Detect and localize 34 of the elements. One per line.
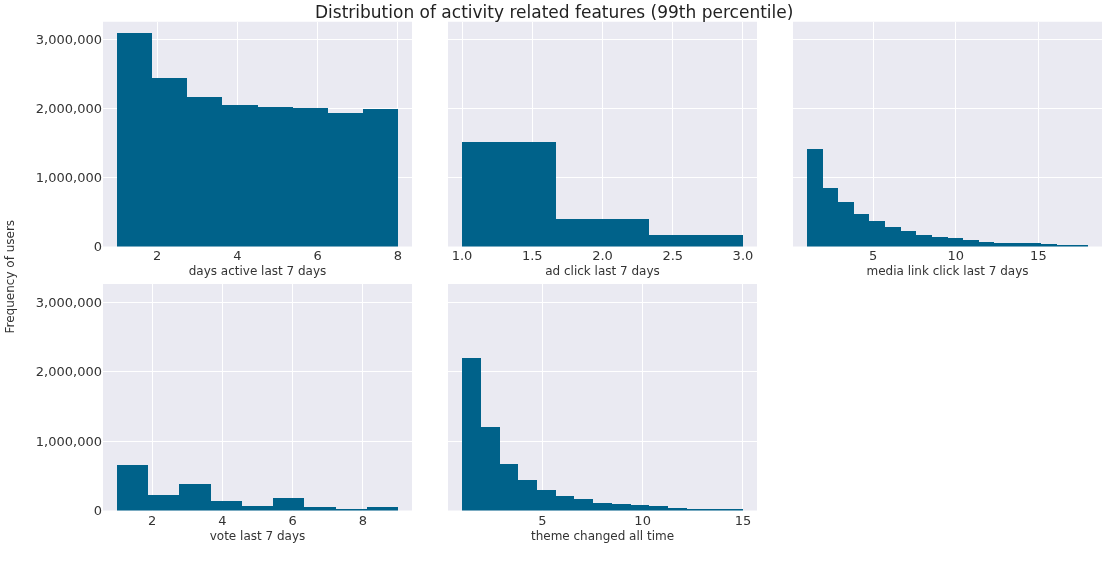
x-tick-label: 8 — [393, 248, 403, 264]
x-tick-label: 10 — [947, 248, 965, 264]
y-axis-title: Frequency of users — [2, 219, 17, 334]
y-tick-label: 2,000,000 — [35, 364, 102, 380]
y-tick-label: 1,000,000 — [35, 433, 102, 449]
x-axis-title: vote last 7 days — [209, 528, 306, 543]
x-tick-label: 2 — [148, 512, 157, 528]
x-tick-label: 6 — [288, 512, 297, 528]
x-tick-label: 2 — [153, 248, 162, 264]
y-tick-label: 3,000,000 — [35, 32, 102, 48]
x-axis-title: theme changed all time — [530, 528, 675, 543]
x-tick-label: 6 — [313, 248, 322, 264]
x-axis-title: days active last 7 days — [188, 264, 327, 279]
x-tick-label: 15 — [1030, 248, 1047, 264]
y-tick-label: 0 — [93, 503, 102, 519]
x-tick-label: 2.5 — [662, 248, 684, 264]
text: Distribution of activity related features (99th percentile) — [315, 2, 794, 22]
x-tick-label: 4 — [233, 248, 242, 264]
x-tick-label: 5 — [538, 512, 547, 528]
y-tick-label: 1,000,000 — [35, 170, 102, 186]
x-tick-label: 1.5 — [521, 248, 543, 264]
y-tick-label: 2,000,000 — [35, 101, 102, 117]
y-tick-label: 3,000,000 — [35, 294, 102, 310]
y-tick-label: 0 — [93, 238, 102, 254]
x-tick-label: 8 — [358, 512, 367, 528]
x-tick-label: 2.0 — [592, 248, 613, 264]
x-tick-label: 10 — [634, 512, 651, 528]
x-tick-label: 3.0 — [732, 248, 754, 264]
x-axis-title: media link click last 7 days — [866, 264, 1029, 279]
x-axis-title: ad click last 7 days — [545, 264, 660, 279]
x-tick-label: 1.0 — [451, 248, 473, 264]
x-tick-label: 4 — [218, 512, 227, 528]
x-tick-label: 5 — [869, 248, 878, 264]
x-tick-label: 15 — [734, 512, 752, 528]
